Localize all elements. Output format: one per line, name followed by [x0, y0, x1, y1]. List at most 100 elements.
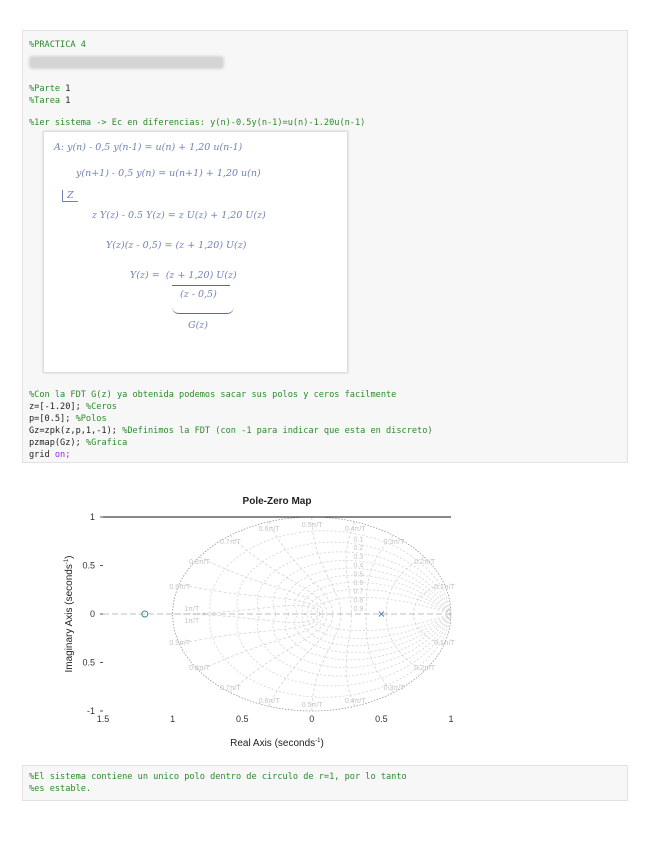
y-tick-label: 0.5: [82, 561, 95, 571]
comment-number: 1: [65, 84, 71, 94]
comment-sistema: %1er sistema -> Ec en diferencias: y(n)-…: [29, 117, 365, 129]
damping-line: [257, 551, 452, 615]
fraction-bar: [172, 285, 230, 286]
wn-curve: [172, 613, 319, 624]
code-cell-2[interactable]: %El sistema contiene un unico polo dentr…: [22, 765, 628, 801]
comment-tarea: %Tarea 1: [29, 95, 70, 107]
damping-line: [257, 613, 452, 677]
wn-curve: [311, 516, 342, 615]
damping-label: 0.8: [354, 597, 364, 604]
wn-label: 0.1π/T: [434, 584, 456, 591]
wn-curve: [385, 613, 425, 672]
comment-text: %Parte: [29, 84, 66, 94]
wn-label: 0.3π/T: [384, 539, 406, 546]
hand-line: Z: [62, 190, 78, 202]
damping-label: 0.4: [354, 563, 364, 570]
code-pzmap: pzmap(Gz); %Grafica: [29, 437, 127, 449]
y-label-text: Imaginary Axis (seconds: [64, 564, 75, 672]
damping-label: 0.2: [354, 545, 364, 552]
comment-line: %es estable.: [29, 784, 92, 794]
x-tick-label: 0.5: [375, 714, 388, 724]
wn-curve: [413, 613, 445, 645]
damping-line: [307, 613, 452, 640]
code: Gz=zpk(z,p,1,-1);: [29, 426, 123, 436]
code: p=[0.5];: [29, 414, 76, 424]
wn-curve: [179, 583, 321, 615]
comment-text: %1er sistema -> Ec en diferencias:: [29, 118, 211, 128]
comment-number: 1: [65, 96, 71, 106]
comment: %Polos: [75, 414, 107, 424]
comment-title: %PRACTICA 4: [29, 40, 86, 50]
redacted-text: [29, 56, 224, 69]
chart-title: Pole-Zero Map: [243, 496, 312, 507]
damping-line: [209, 530, 452, 615]
hand-line: Y(z) = (z + 1,20) U(z): [130, 270, 237, 281]
damping-label: 0.6: [354, 580, 364, 587]
y-axis-label: Imaginary Axis (seconds-1): [64, 555, 75, 672]
x-tick-label: 1: [170, 714, 175, 724]
wn-label: 0.7π/T: [220, 685, 242, 692]
wn-curve: [229, 613, 328, 693]
wn-label: 0.3π/T: [384, 685, 406, 692]
wn-label: 0.8π/T: [189, 665, 211, 672]
comment-parte: %Parte 1: [29, 83, 70, 95]
y-tick-label: -1: [87, 706, 95, 716]
hand-line: G(z): [188, 320, 209, 331]
y-label-sup: -1: [64, 558, 70, 564]
damping-line: [310, 613, 452, 631]
damping-line: [294, 613, 452, 654]
code-gz: Gz=zpk(z,p,1,-1); %Definimos la FDT (con…: [29, 425, 433, 437]
x-tick-label: 1.5: [97, 714, 110, 724]
hand-line: (z - 0,5): [180, 289, 217, 300]
x-label-sup: -1: [315, 738, 321, 744]
wn-label: 0.9π/T: [169, 640, 191, 647]
hand-line: A: y(n) - 0,5 y(n-1) = u(n) + 1,20 u(n-1…: [54, 142, 243, 153]
damping-line: [307, 588, 452, 615]
axes: 1.5 1 0.5 0 0.5 1 1 0.5 0 0.5 -1: [82, 512, 453, 724]
damping-line: [272, 560, 452, 615]
code-z: z=[-1.20]; %Ceros: [29, 401, 117, 413]
y-tick-label: 0.5: [82, 658, 95, 668]
code-p: p=[0.5]; %Polos: [29, 413, 107, 425]
code-cell-1[interactable]: %PRACTICA 4 %Parte 1 %Tarea 1 %1er siste…: [22, 30, 628, 463]
zero-marker: [141, 610, 149, 618]
wn-curve: [413, 583, 445, 615]
code: z=[-1.20];: [29, 402, 86, 412]
wn-curve: [199, 613, 324, 672]
comment-text: %Tarea: [29, 96, 66, 106]
wn-curve: [268, 613, 334, 707]
hand-line: Y(z)(z - 0,5) = (z + 1,20) U(z): [106, 240, 247, 251]
x-tick-label: 1: [448, 714, 453, 724]
x-tick-label: 0: [309, 714, 314, 724]
wn-curve: [199, 556, 324, 615]
code: grid: [29, 450, 55, 460]
wn-curve: [311, 613, 342, 712]
wn-label: 0.1π/T: [434, 640, 456, 647]
comment: %Definimos la FDT (con -1 para indicar q…: [122, 426, 433, 436]
code: pzmap(Gz);: [29, 438, 86, 448]
keyword: on;: [54, 450, 71, 460]
wn-label: 1π/T: [184, 606, 200, 613]
wn-curve: [365, 613, 394, 693]
wn-curve: [345, 613, 356, 707]
comment: %Ceros: [85, 402, 117, 412]
damping-line: [284, 567, 452, 615]
damping-label: 0.5: [354, 571, 364, 578]
wn-curve: [345, 521, 356, 615]
damping-label: 0.7: [354, 589, 364, 596]
wn-label: 0.7π/T: [220, 539, 242, 546]
wn-curve: [172, 604, 319, 615]
code-grid: grid on;: [29, 449, 70, 461]
handwritten-derivation-image: A: y(n) - 0,5 y(n-1) = u(n) + 1,20 u(n-1…: [43, 131, 348, 373]
damping-label: 0.3: [354, 554, 364, 561]
damping-line: [284, 613, 452, 661]
x-axis-label: Real Axis (seconds-1): [230, 738, 324, 749]
pole-marker: [378, 611, 385, 617]
damping-line: [301, 613, 452, 647]
wn-label: 0.8π/T: [189, 559, 211, 566]
wn-label: 0.6π/T: [259, 698, 281, 705]
wn-label: 0.2π/T: [414, 665, 436, 672]
damping-line: [301, 581, 452, 615]
damping-line: [272, 613, 452, 668]
wn-label: 0.9π/T: [169, 584, 191, 591]
